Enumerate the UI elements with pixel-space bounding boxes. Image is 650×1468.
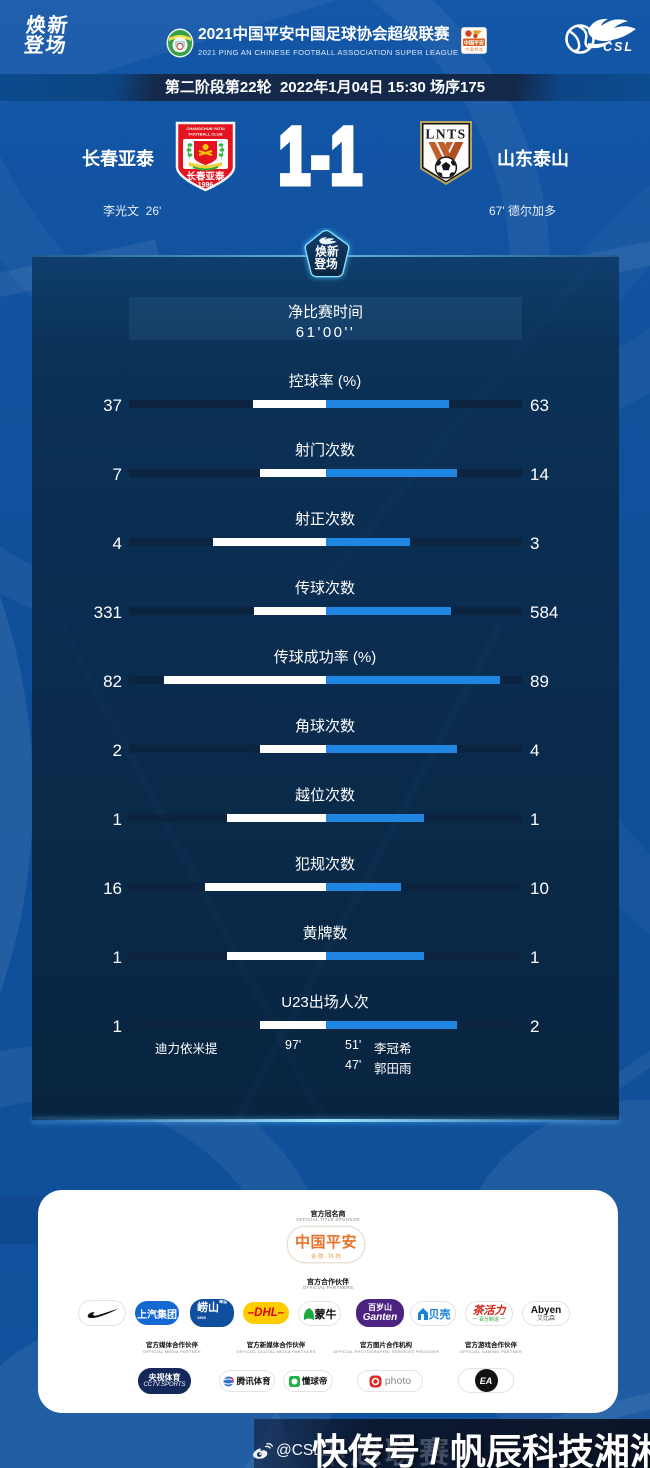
svg-text:LNTS: LNTS: [425, 127, 466, 142]
svg-text:CHANGCHUN YATAI: CHANGCHUN YATAI: [186, 126, 224, 131]
svg-text:FOOTBALL CLUB: FOOTBALL CLUB: [189, 132, 223, 137]
svg-text:长春亚泰: 长春亚泰: [186, 171, 225, 183]
svg-text:焕新: 焕新: [315, 245, 339, 259]
svg-text:中国平安: 中国平安: [464, 39, 484, 46]
svg-text:1996: 1996: [198, 182, 214, 189]
svg-text:登场: 登场: [313, 257, 338, 271]
svg-text:中 国 制 造: 中 国 制 造: [465, 47, 483, 52]
svg-text:CSL: CSL: [603, 40, 634, 54]
